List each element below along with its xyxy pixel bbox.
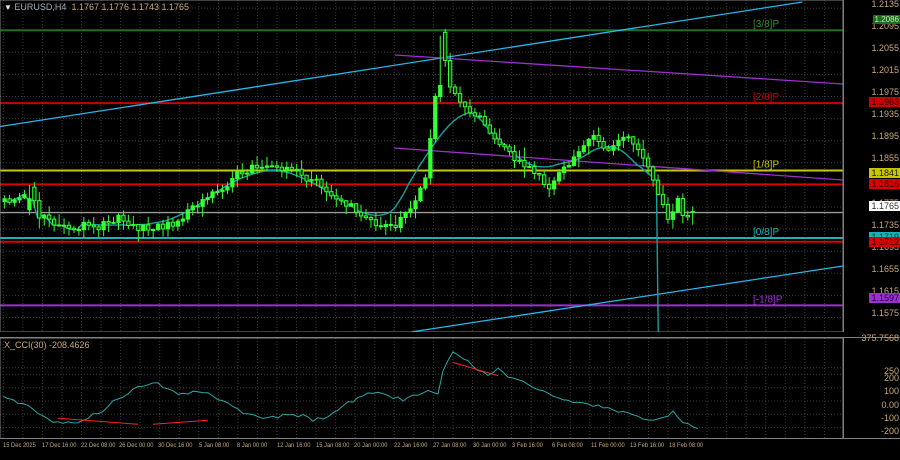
svg-text:[1/8]P: [1/8]P (753, 160, 779, 171)
svg-text:[3/8]P: [3/8]P (753, 19, 779, 30)
svg-text:[2/8]P: [2/8]P (753, 92, 779, 103)
svg-text:[-1/8]P: [-1/8]P (753, 294, 783, 305)
svg-text:[0/8]P: [0/8]P (753, 227, 779, 238)
